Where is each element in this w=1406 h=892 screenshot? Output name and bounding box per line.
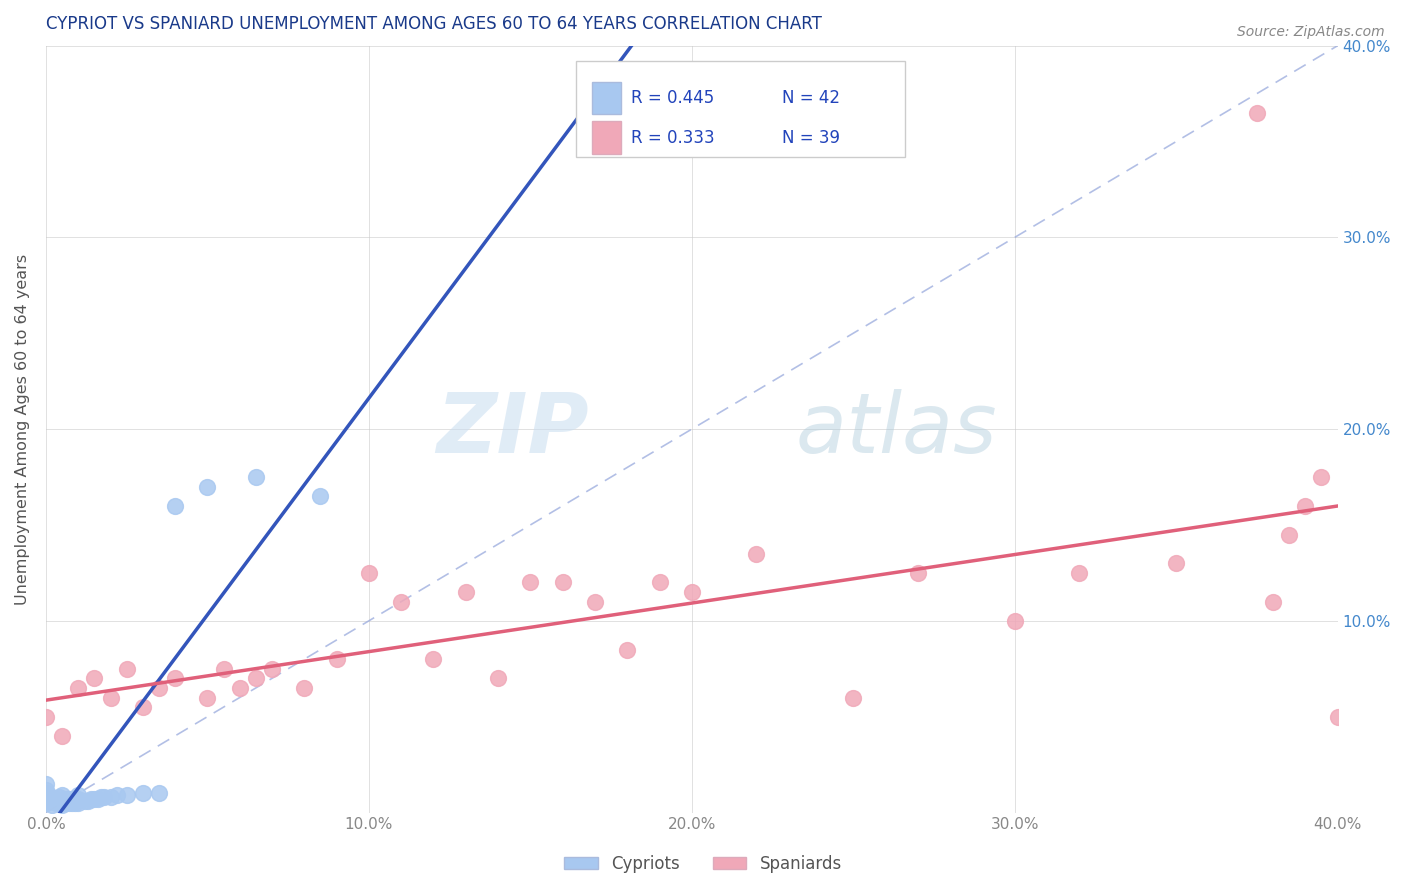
- Point: [245, 671, 267, 685]
- Point: [583, 594, 606, 608]
- Point: [1166, 557, 1188, 571]
- Point: [41, 794, 63, 808]
- Point: [93, 790, 115, 805]
- Point: [325, 652, 347, 666]
- Point: [212, 662, 235, 676]
- Point: [551, 575, 574, 590]
- Point: [648, 575, 671, 590]
- Point: [148, 681, 170, 695]
- Point: [357, 566, 380, 580]
- Point: [51, 729, 73, 743]
- Point: [260, 662, 283, 676]
- Text: ZIP: ZIP: [436, 389, 589, 469]
- Point: [228, 681, 250, 695]
- Point: [58, 796, 80, 810]
- Point: [63, 796, 86, 810]
- Point: [1004, 614, 1026, 628]
- Point: [745, 547, 768, 561]
- Point: [1261, 594, 1284, 608]
- Point: [115, 789, 138, 803]
- Point: [63, 792, 86, 806]
- FancyBboxPatch shape: [575, 61, 905, 157]
- Point: [45, 796, 67, 810]
- Point: [35, 782, 58, 797]
- Point: [35, 790, 58, 805]
- Point: [389, 594, 412, 608]
- Point: [1278, 527, 1301, 541]
- Text: R = 0.333: R = 0.333: [631, 128, 714, 146]
- Text: CYPRIOT VS SPANIARD UNEMPLOYMENT AMONG AGES 60 TO 64 YEARS CORRELATION CHART: CYPRIOT VS SPANIARD UNEMPLOYMENT AMONG A…: [46, 15, 823, 33]
- Point: [1294, 499, 1316, 513]
- Point: [51, 797, 73, 812]
- Point: [41, 790, 63, 805]
- Point: [90, 790, 112, 805]
- Point: [58, 792, 80, 806]
- Point: [35, 796, 58, 810]
- Point: [132, 700, 155, 714]
- Point: [245, 470, 267, 484]
- Point: [165, 671, 187, 685]
- Point: [77, 794, 100, 808]
- Point: [115, 662, 138, 676]
- Point: [67, 681, 90, 695]
- Point: [1069, 566, 1091, 580]
- Point: [53, 796, 76, 810]
- FancyBboxPatch shape: [592, 82, 621, 114]
- Point: [422, 652, 444, 666]
- Point: [83, 792, 105, 806]
- Point: [51, 789, 73, 803]
- FancyBboxPatch shape: [592, 121, 621, 153]
- Point: [48, 796, 70, 810]
- Point: [197, 690, 219, 705]
- Point: [67, 796, 90, 810]
- Point: [105, 789, 128, 803]
- Point: [1310, 470, 1333, 484]
- Point: [148, 786, 170, 800]
- Text: N = 42: N = 42: [782, 89, 841, 107]
- Point: [1326, 709, 1348, 723]
- Point: [197, 480, 219, 494]
- Text: Source: ZipAtlas.com: Source: ZipAtlas.com: [1237, 25, 1385, 39]
- Point: [53, 792, 76, 806]
- Point: [60, 796, 83, 810]
- Point: [100, 790, 122, 805]
- Point: [292, 681, 315, 695]
- Point: [35, 709, 58, 723]
- Point: [100, 690, 122, 705]
- Point: [73, 794, 96, 808]
- Point: [681, 585, 703, 599]
- Point: [132, 786, 155, 800]
- Point: [309, 489, 332, 503]
- Point: [1246, 105, 1268, 120]
- Point: [35, 777, 58, 791]
- Point: [519, 575, 541, 590]
- Y-axis label: Unemployment Among Ages 60 to 64 years: Unemployment Among Ages 60 to 64 years: [15, 253, 30, 605]
- Point: [486, 671, 509, 685]
- Point: [165, 499, 187, 513]
- Text: N = 39: N = 39: [782, 128, 841, 146]
- Point: [616, 642, 638, 657]
- Point: [907, 566, 929, 580]
- Point: [51, 794, 73, 808]
- Point: [41, 797, 63, 812]
- Point: [80, 792, 103, 806]
- Point: [45, 792, 67, 806]
- Point: [454, 585, 477, 599]
- Point: [842, 690, 865, 705]
- Point: [86, 792, 108, 806]
- Point: [60, 792, 83, 806]
- Point: [35, 786, 58, 800]
- Point: [83, 671, 105, 685]
- Point: [67, 789, 90, 803]
- Point: [48, 790, 70, 805]
- Text: atlas: atlas: [796, 389, 997, 469]
- Text: R = 0.445: R = 0.445: [631, 89, 714, 107]
- Legend: Cypriots, Spaniards: Cypriots, Spaniards: [558, 848, 848, 880]
- Point: [67, 792, 90, 806]
